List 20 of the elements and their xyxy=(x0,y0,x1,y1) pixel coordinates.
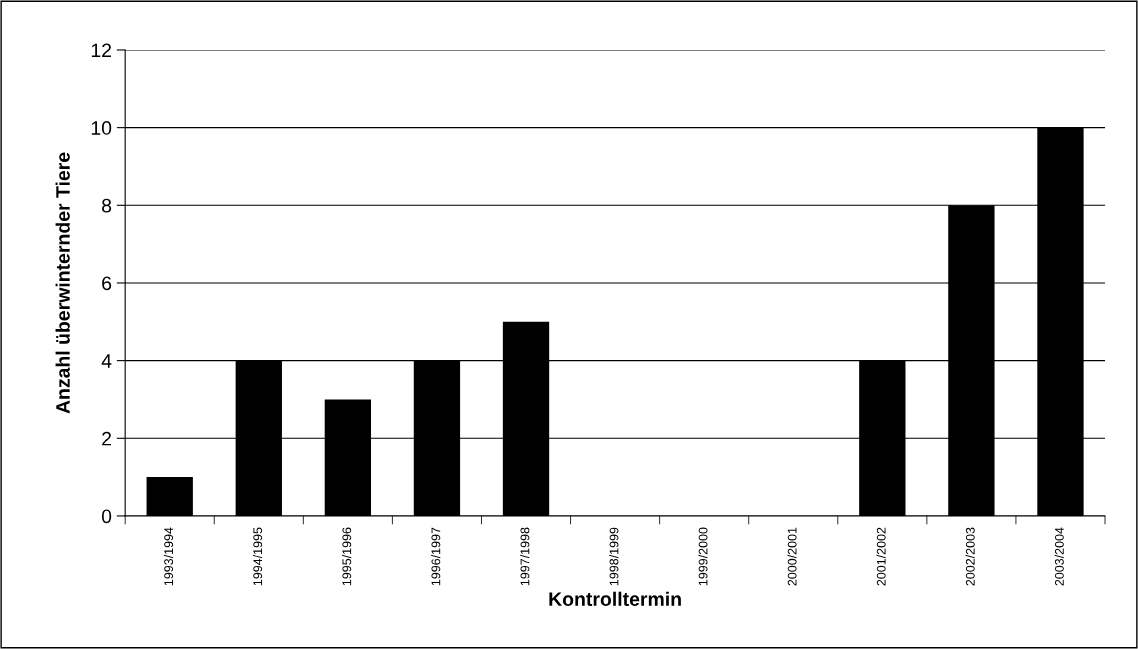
y-tick-label: 2 xyxy=(102,431,112,446)
x-tick-label: 1997/1998 xyxy=(520,527,530,586)
y-axis-title: Anzahl überwinternder Tiere xyxy=(55,152,70,414)
y-tick-label: 0 xyxy=(101,509,112,524)
x-tick-label: 2003/2004 xyxy=(1054,527,1064,586)
y-tick-label: 6 xyxy=(102,276,112,291)
x-tick-label: 2001/2002 xyxy=(876,527,886,586)
x-tick-label: 2000/2001 xyxy=(787,527,797,586)
x-tick-label: 1994/1995 xyxy=(252,527,263,586)
x-tick-label: 1993/1994 xyxy=(163,527,174,586)
x-tick-label: 1998/1999 xyxy=(609,527,619,586)
x-tick-label: 2002/2003 xyxy=(965,527,975,586)
y-tick-label: 12 xyxy=(91,43,112,58)
y-tick-label: 4 xyxy=(101,354,112,368)
y-tick-label: 10 xyxy=(91,121,112,135)
x-axis-title: Kontrolltermin xyxy=(549,591,681,606)
x-tick-label: 1995/1996 xyxy=(342,527,352,586)
x-tick-label: 1996/1997 xyxy=(431,527,441,586)
y-tick-label: 8 xyxy=(102,198,112,213)
x-tick-label: 1999/2000 xyxy=(698,527,708,586)
